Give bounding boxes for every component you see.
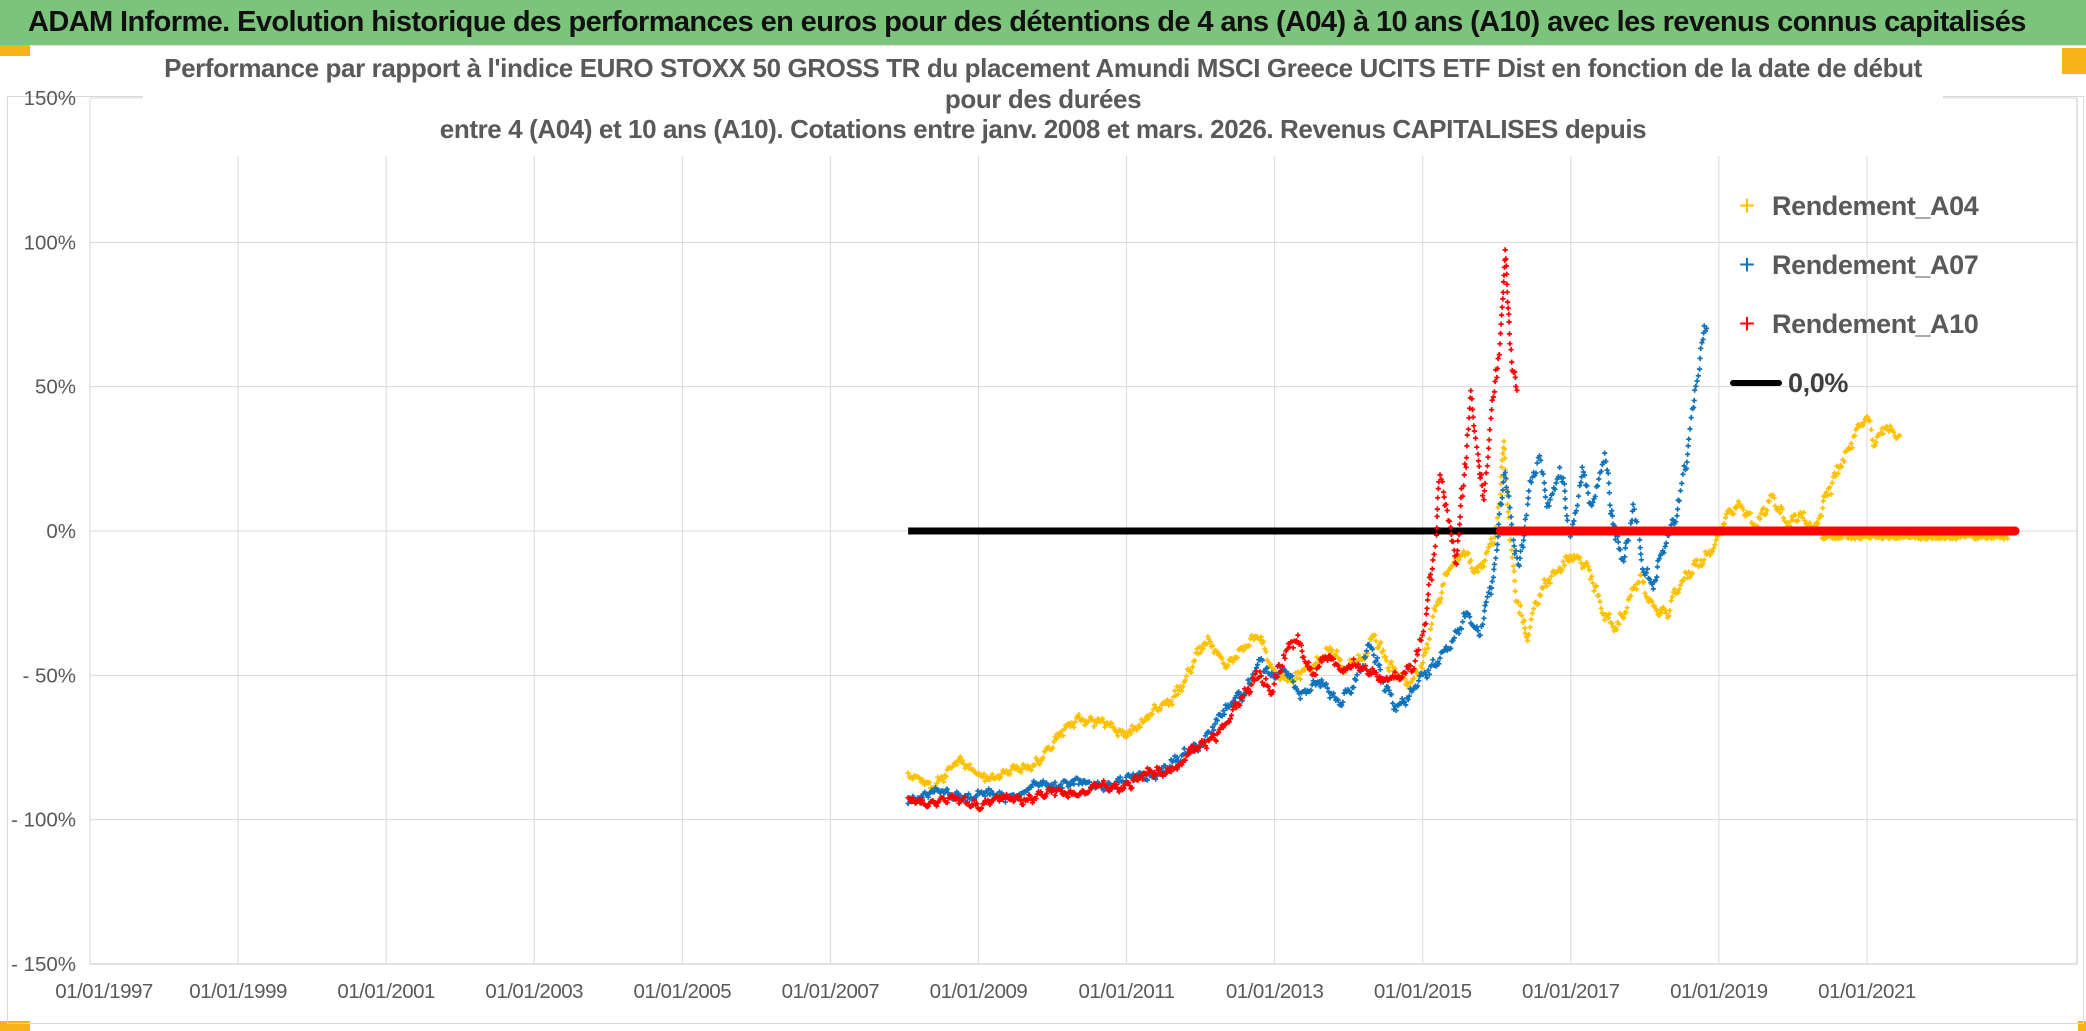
x-axis-tick-label: 01/01/2009 [930, 980, 1028, 1003]
legend-item-rendement-a10: + Rendement_A10 [1730, 306, 1979, 342]
x-axis-tick-label: 01/01/2005 [634, 980, 732, 1003]
black-line-swatch-icon [1730, 380, 1782, 386]
legend-item-rendement-a04: + Rendement_A04 [1730, 188, 1979, 224]
chart-title-line-1: Performance par rapport à l'indice EURO … [164, 53, 1922, 83]
series-rendement-a07-points [905, 323, 1710, 807]
legend-item-zero-line: 0,0% [1730, 365, 1978, 401]
series-rendement-a04-points [905, 414, 1903, 793]
series-rendement-a10-points [905, 247, 1520, 813]
plus-marker-icon: + [1738, 308, 1756, 339]
x-axis-tick-label: 01/01/2001 [337, 980, 435, 1003]
x-axis-tick-label: 01/01/2017 [1522, 980, 1620, 1003]
corner-accent-top-left [0, 45, 30, 56]
legend-label: Rendement_A07 [1772, 249, 1979, 280]
x-axis-tick-label: 01/01/2003 [485, 980, 583, 1003]
chart-title: Performance par rapport à l'indice EURO … [143, 52, 1943, 156]
y-axis-tick-label: 0% [46, 520, 76, 543]
x-axis-tick-label: 01/01/1999 [189, 980, 287, 1003]
chart-title-line-3: entre 4 (A04) et 10 ans (A10). Cotations… [439, 114, 1647, 144]
legend-label: 0,0% [1788, 367, 1848, 398]
x-axis-tick-label: 01/01/2019 [1670, 980, 1768, 1003]
header-bar: ADAM Informe. Evolution historique des p… [0, 0, 2086, 46]
y-axis-tick-label: - 150% [11, 953, 76, 976]
x-axis-tick-label: 01/01/2007 [782, 980, 880, 1003]
x-axis-tick-label: 01/01/2011 [1079, 980, 1175, 1003]
y-axis-tick-label: 150% [24, 87, 76, 110]
y-axis-tick-label: 50% [35, 376, 76, 399]
corner-accent-bottom-left [0, 1021, 30, 1031]
corner-accent-top-right [2062, 48, 2086, 74]
x-axis-tick-label: 01/01/1997 [55, 980, 153, 1003]
y-axis-tick-label: - 50% [22, 664, 76, 687]
legend-item-rendement-a07: + Rendement_A07 [1730, 247, 1979, 283]
plus-marker-icon: + [1738, 249, 1756, 280]
x-axis-tick-label: 01/01/2013 [1226, 980, 1324, 1003]
x-axis-tick-label: 01/01/2015 [1374, 980, 1472, 1003]
legend-label: Rendement_A04 [1772, 190, 1979, 221]
legend-label: Rendement_A10 [1772, 308, 1979, 339]
y-axis-tick-label: 100% [24, 231, 76, 254]
plus-marker-icon: + [1738, 190, 1756, 221]
chart-legend: + Rendement_A04 + Rendement_A07 + Rendem… [1730, 188, 1979, 401]
corner-accent-bottom-right [2078, 1021, 2086, 1031]
chart-title-line-2: pour des durées [944, 84, 1142, 114]
header-title: ADAM Informe. Evolution historique des p… [28, 6, 2026, 38]
x-axis-tick-label: 01/01/2021 [1818, 980, 1916, 1003]
y-axis-tick-label: - 100% [11, 809, 76, 832]
